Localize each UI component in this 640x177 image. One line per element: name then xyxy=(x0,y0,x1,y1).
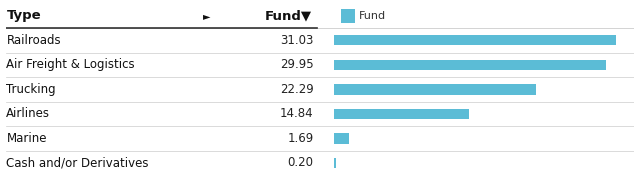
Text: 22.29: 22.29 xyxy=(280,83,314,96)
Bar xyxy=(334,60,606,70)
Text: Railroads: Railroads xyxy=(6,34,61,47)
Bar xyxy=(341,9,355,23)
Text: Marine: Marine xyxy=(6,132,47,145)
Text: 0.20: 0.20 xyxy=(288,156,314,169)
Text: Cash and/or Derivatives: Cash and/or Derivatives xyxy=(6,156,149,169)
Bar xyxy=(334,158,335,168)
Text: Airlines: Airlines xyxy=(6,107,51,120)
Bar xyxy=(334,133,349,144)
Text: ►: ► xyxy=(204,11,211,21)
Text: Type: Type xyxy=(6,9,41,22)
Bar xyxy=(334,109,468,119)
Text: Air Freight & Logistics: Air Freight & Logistics xyxy=(6,58,135,71)
Text: Trucking: Trucking xyxy=(6,83,56,96)
Text: 31.03: 31.03 xyxy=(280,34,314,47)
Text: Fund▼: Fund▼ xyxy=(265,9,312,22)
Text: 29.95: 29.95 xyxy=(280,58,314,71)
Text: 1.69: 1.69 xyxy=(287,132,314,145)
Text: Fund: Fund xyxy=(359,11,386,21)
Text: 14.84: 14.84 xyxy=(280,107,314,120)
Bar xyxy=(334,35,616,45)
Bar xyxy=(334,84,536,95)
